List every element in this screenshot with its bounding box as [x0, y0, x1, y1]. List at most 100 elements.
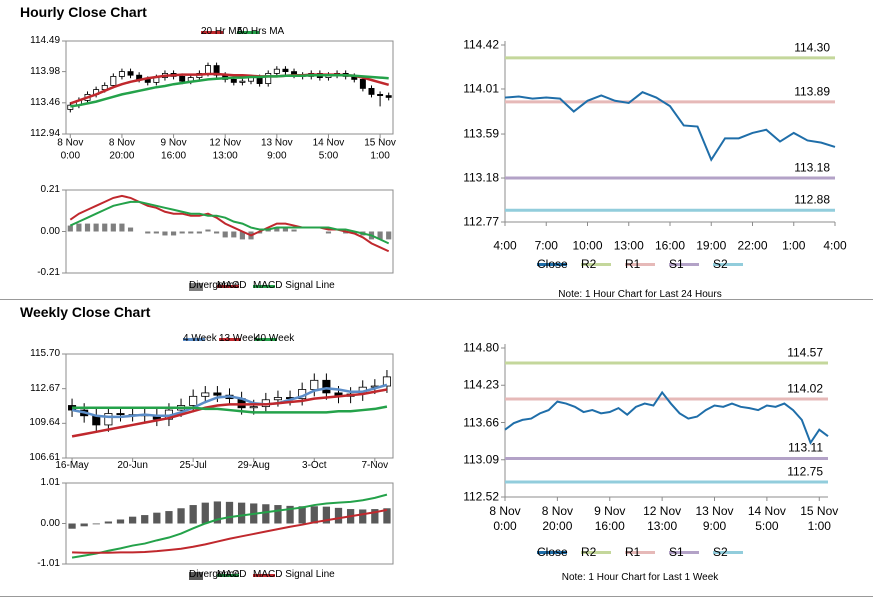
x-tick-label: 29-Aug [237, 459, 270, 471]
legend-swatch [537, 263, 567, 267]
x-tick-label: 4:00 [823, 238, 847, 253]
divergence-bar [68, 523, 76, 529]
legend-label: R1 [625, 257, 641, 272]
divergence-bar [386, 231, 392, 240]
divergence-bar [213, 501, 222, 524]
separator [0, 299, 873, 300]
candle-body [179, 76, 186, 82]
ma-line [70, 73, 389, 108]
x-tick-label: 7-Nov [361, 459, 389, 471]
legend-swatch [669, 551, 699, 555]
legend-item: Close [537, 545, 568, 559]
section-title: Hourly Close Chart [20, 4, 147, 20]
divergence-bar [322, 506, 331, 524]
candle-body [205, 65, 211, 74]
divergence-bar [231, 231, 237, 238]
divergence-bar [189, 505, 197, 524]
legend-swatch [237, 30, 259, 34]
x-tick-label: 16:00 [654, 238, 686, 253]
legend-item: 4 Week [183, 333, 217, 344]
legend-item: Close [537, 257, 568, 271]
x-tick-label: 9 Nov 16:00 [160, 137, 187, 162]
legend-label: S2 [713, 257, 728, 272]
divergence-bar [214, 231, 220, 234]
legend-swatch [713, 551, 743, 555]
legend-item: MACD Signal Line [253, 569, 335, 580]
legend-item: MACD [217, 569, 246, 580]
chart-note: Note: 1 Hour Chart for Last 1 Week [561, 571, 719, 583]
divergence-bar [127, 227, 134, 232]
macd-line [72, 508, 388, 554]
divergence-bar [80, 523, 88, 527]
legend-label: 13 Week [219, 332, 259, 344]
y-tick-label: 112.77 [463, 214, 499, 229]
legend-label: Close [537, 257, 568, 272]
x-tick-label: 9 Nov 16:00 [594, 504, 626, 533]
legend-item: S1 [669, 545, 699, 559]
divergence-bar [291, 229, 297, 232]
legend: Divergence MACD MACD Signal Line [189, 280, 335, 292]
divergence-bar [359, 509, 367, 524]
legend-item: 20 Hr MA [201, 26, 243, 37]
x-tick-label: 14 Nov 5:00 [747, 504, 786, 533]
divergence-bar [110, 223, 116, 232]
x-tick-label: 12 Nov 13:00 [643, 504, 682, 533]
divergence-bar [334, 507, 343, 524]
divergence-bar [119, 223, 125, 232]
candle-body [256, 77, 263, 84]
level-label: 113.11 [788, 440, 823, 455]
legend-swatch [625, 551, 655, 555]
legend-label: S2 [713, 545, 728, 560]
divergence-bar [239, 231, 245, 240]
legend-swatch [669, 263, 699, 267]
x-tick-label: 13 Nov 9:00 [695, 504, 734, 533]
divergence-bar [282, 227, 289, 232]
y-tick-label: 113.98 [30, 65, 60, 77]
chart-note: Note: 1 Hour Chart for Last 24 Hours [558, 288, 722, 300]
divergence-bar [93, 223, 99, 232]
level-label: 114.30 [794, 40, 830, 55]
legend-item: 13 Week [219, 333, 258, 344]
divergence-bar [104, 521, 113, 524]
x-tick-label: 7:00 [534, 238, 558, 253]
close-line [504, 91, 836, 162]
x-tick-label: 13 Nov 9:00 [260, 137, 293, 162]
legend: 20 Hr MA 50 Hrs MA [201, 26, 284, 37]
y-tick-label: 106.61 [29, 451, 60, 463]
candle-body [377, 94, 384, 97]
divergence-bar [188, 231, 194, 234]
candle-body [273, 397, 282, 401]
ma-line [71, 383, 388, 419]
divergence-bar [262, 504, 270, 524]
plot-frame [65, 353, 394, 459]
legend-swatch [713, 263, 743, 267]
legend: Close R2 R1 S1 S2 [537, 257, 743, 271]
x-tick-label: 8 Nov 20:00 [108, 137, 135, 162]
divergence-bar [298, 506, 306, 524]
candle-body [116, 413, 125, 416]
divergence-bar [153, 512, 161, 524]
candle-body [273, 68, 280, 74]
candle-body [310, 379, 319, 390]
legend-item: MACD [217, 280, 246, 291]
candle-body [104, 413, 113, 426]
legend-swatch [201, 30, 223, 34]
legend-swatch [253, 285, 275, 288]
legend-item: R2 [581, 257, 611, 271]
ma-line [72, 405, 388, 414]
divergence-bar [325, 231, 332, 234]
level-label: 114.57 [787, 345, 823, 360]
x-tick-label: 22:00 [737, 238, 768, 253]
x-tick-label: 15 Nov 1:00 [364, 137, 396, 162]
legend: 4 Week 13 Week 40 Week [183, 333, 294, 344]
legend-label: Divergence [189, 569, 240, 581]
legend-swatch [255, 337, 277, 341]
x-tick-label: 25-Jul [179, 459, 207, 471]
candle-body [249, 406, 258, 409]
divergence-bar [92, 523, 100, 525]
y-tick-label: 0.21 [40, 183, 60, 195]
legend: Close R2 R1 S1 S2 [537, 545, 743, 559]
candle-body [239, 80, 246, 83]
ma-line [71, 388, 388, 438]
legend-label: Divergence [189, 280, 240, 292]
